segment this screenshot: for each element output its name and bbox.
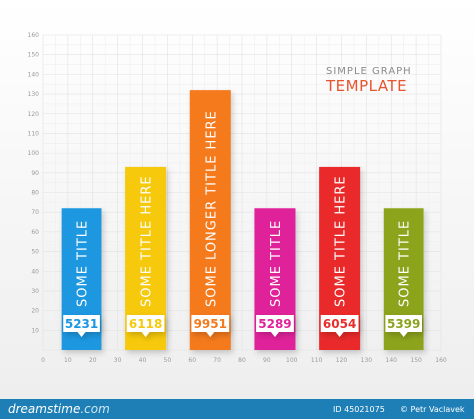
bar-title-label: SOME TITLE bbox=[269, 220, 284, 307]
y-tick-label: 110 bbox=[28, 130, 40, 137]
y-tick-label: 40 bbox=[31, 268, 39, 275]
bars: 5231 SOME TITLE 6118 SOME TITLE HERE 9951 SOM… bbox=[61, 90, 424, 350]
value-tag bbox=[320, 315, 359, 337]
x-tick-label: 130 bbox=[361, 357, 373, 364]
x-tick-label: 30 bbox=[114, 357, 122, 364]
value-label: 5399 bbox=[387, 317, 420, 331]
value-tag bbox=[126, 315, 165, 337]
y-tick-label: 30 bbox=[31, 288, 39, 295]
y-tick-label: 10 bbox=[31, 327, 39, 334]
footer-brand: dreamstime.com bbox=[8, 402, 110, 416]
x-tick-label: 0 bbox=[41, 357, 45, 364]
bar-title-label: SOME TITLE HERE bbox=[334, 175, 349, 307]
value-label: 6054 bbox=[323, 317, 356, 331]
y-tick-label: 20 bbox=[31, 308, 39, 315]
footer-stock-id: ID 45021075 bbox=[333, 405, 385, 414]
x-tick-label: 90 bbox=[263, 357, 271, 364]
value-tag bbox=[63, 315, 100, 337]
value-label: 9951 bbox=[194, 317, 227, 331]
footer-credit: © Petr Vaclavek bbox=[400, 405, 465, 414]
x-tick-label: 60 bbox=[188, 357, 196, 364]
footer-brand-tld: .com bbox=[80, 402, 110, 416]
y-tick-label: 140 bbox=[28, 71, 40, 78]
y-tick-label: 130 bbox=[28, 91, 40, 98]
y-tick-label: 70 bbox=[31, 209, 39, 216]
bar-title-label: SOME TITLE HERE bbox=[140, 175, 155, 307]
x-tick-label: 10 bbox=[64, 357, 72, 364]
value-label: 6118 bbox=[129, 317, 162, 331]
y-tick-label: 60 bbox=[31, 229, 39, 236]
footer-brand-name: dreamstime bbox=[8, 402, 81, 416]
x-tick-label: 80 bbox=[238, 357, 246, 364]
x-tick-label: 20 bbox=[89, 357, 97, 364]
x-tick-label: 110 bbox=[311, 357, 323, 364]
value-label: 5231 bbox=[65, 317, 98, 331]
x-tick-label: 50 bbox=[164, 357, 172, 364]
bar-chart: 10 20 30 40 50 60 70 80 90 100 110 120 130 140 150 160 0… bbox=[0, 0, 474, 399]
x-tick-label: 140 bbox=[386, 357, 398, 364]
y-tick-label: 160 bbox=[28, 32, 40, 39]
y-tick-label: 50 bbox=[31, 249, 39, 256]
bar bbox=[189, 90, 231, 350]
footer-bar: dreamstime.com ID 45021075 © Petr Vaclav… bbox=[0, 399, 474, 419]
y-tick-label: 80 bbox=[31, 190, 39, 197]
value-tag bbox=[256, 315, 294, 337]
bar-title-label: SOME LONGER TITLE HERE bbox=[204, 110, 219, 307]
value-label: 5289 bbox=[258, 317, 291, 331]
y-tick-label: 120 bbox=[28, 111, 40, 118]
x-tick-label: 70 bbox=[213, 357, 221, 364]
bar-title-label: SOME TITLE bbox=[76, 220, 91, 307]
value-tag bbox=[385, 315, 422, 337]
x-tick-label: 40 bbox=[139, 357, 147, 364]
value-tag bbox=[191, 315, 230, 337]
bar-title-label: SOME TITLE bbox=[398, 220, 413, 307]
chart-title-line2: TEMPLATE bbox=[325, 77, 407, 95]
x-tick-label: 160 bbox=[435, 357, 447, 364]
y-tick-label: 150 bbox=[28, 52, 40, 59]
x-tick-label: 150 bbox=[410, 357, 422, 364]
x-tick-label: 100 bbox=[286, 357, 298, 364]
y-tick-label: 100 bbox=[28, 150, 40, 157]
x-tick-label: 120 bbox=[336, 357, 348, 364]
axis-ticks: 10 20 30 40 50 60 70 80 90 100 110 120 130 140 150 160 0… bbox=[28, 32, 447, 364]
y-tick-label: 90 bbox=[31, 170, 39, 177]
chart-title-line1: SIMPLE GRAPH bbox=[326, 66, 412, 77]
